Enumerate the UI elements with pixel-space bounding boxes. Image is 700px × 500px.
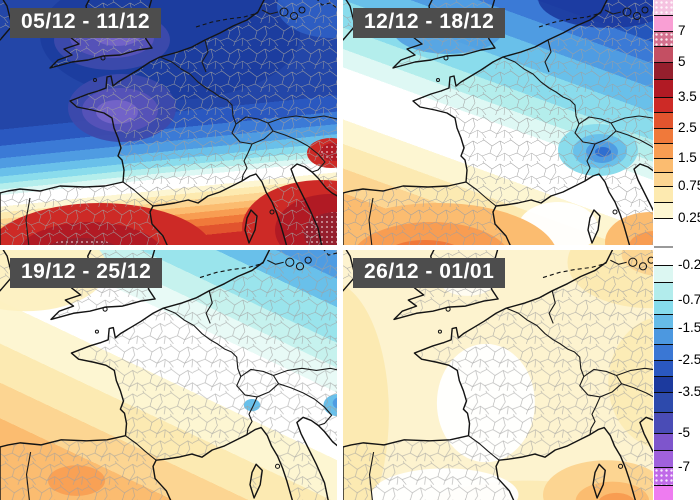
colorbar-segment [654,186,673,202]
colorbar-segment [654,202,673,218]
colorbar-segment [654,15,673,31]
colorbar-segment [654,392,673,412]
colorbar-segment [654,412,673,433]
colorbar-segment [654,485,673,500]
colorbar-tick-label: -0.75 [678,292,700,307]
map-panel-week1: 05/12 - 11/12 [0,0,337,245]
colorbar-tick-label: -7 [678,459,691,474]
map-panel-week2: 12/12 - 18/12 [343,0,653,245]
colorbar-segment [654,433,673,450]
anomaly-map-week3 [0,250,337,500]
zero-tick [654,245,673,248]
colorbar-tick-label: -1.5 [678,320,700,335]
anomaly-map-svg [343,0,653,245]
colorbar-segment [654,97,673,112]
colorbar-tick-label: 0.75 [678,178,700,193]
map-panel-week4: 26/12 - 01/01 [343,250,653,500]
anomaly-colorbar [654,0,673,500]
colorbar-segment [654,467,673,485]
colorbar-segment [654,31,673,46]
period-label-week2: 12/12 - 18/12 [353,8,506,38]
colorbar-segment [654,360,673,376]
map-panel-week3: 19/12 - 25/12 [0,250,337,500]
anomaly-map-svg [0,250,337,500]
colorbar-segment [654,128,673,143]
colorbar-tick-label: 5 [678,54,686,69]
colorbar-segment [654,79,673,97]
colorbar-segment [654,46,673,62]
colorbar-segment [654,218,673,265]
colorbar-tick-label: -5 [678,425,691,440]
period-label-week4: 26/12 - 01/01 [353,258,506,288]
colorbar-segment [654,172,673,186]
colorbar-segment [654,112,673,128]
period-label-week3: 19/12 - 25/12 [10,258,163,288]
anomaly-map-week4 [343,250,653,500]
colorbar-tick-label: 1.5 [678,150,697,165]
colorbar-tick-label: 0.25 [678,210,700,225]
colorbar-segment [654,344,673,360]
colorbar-segment [654,158,673,172]
colorbar-tick-label: 3.5 [678,89,697,104]
colorbar-segment [654,0,673,15]
colorbar-segment [654,328,673,344]
period-label-week1: 05/12 - 11/12 [10,8,162,38]
colorbar-tick-label: 2.5 [678,120,697,135]
colorbar-tick-label: -0.25 [678,257,700,272]
colorbar-segment [654,314,673,328]
anomaly-map-week2 [343,0,653,245]
colorbar-segment [654,265,673,282]
colorbar-segment [654,143,673,158]
colorbar-tick-label: -2.5 [678,352,700,367]
colorbar-tick-label: -3.5 [678,384,700,399]
colorbar-segment [654,62,673,79]
anomaly-map-svg [0,0,337,245]
colorbar-segment [654,300,673,314]
colorbar-segment [654,282,673,300]
anomaly-map-svg [343,250,653,500]
colorbar-tick-label: 7 [678,23,686,38]
anomaly-map-week1 [0,0,337,245]
colorbar-segment [654,376,673,392]
colorbar-segment [654,450,673,467]
